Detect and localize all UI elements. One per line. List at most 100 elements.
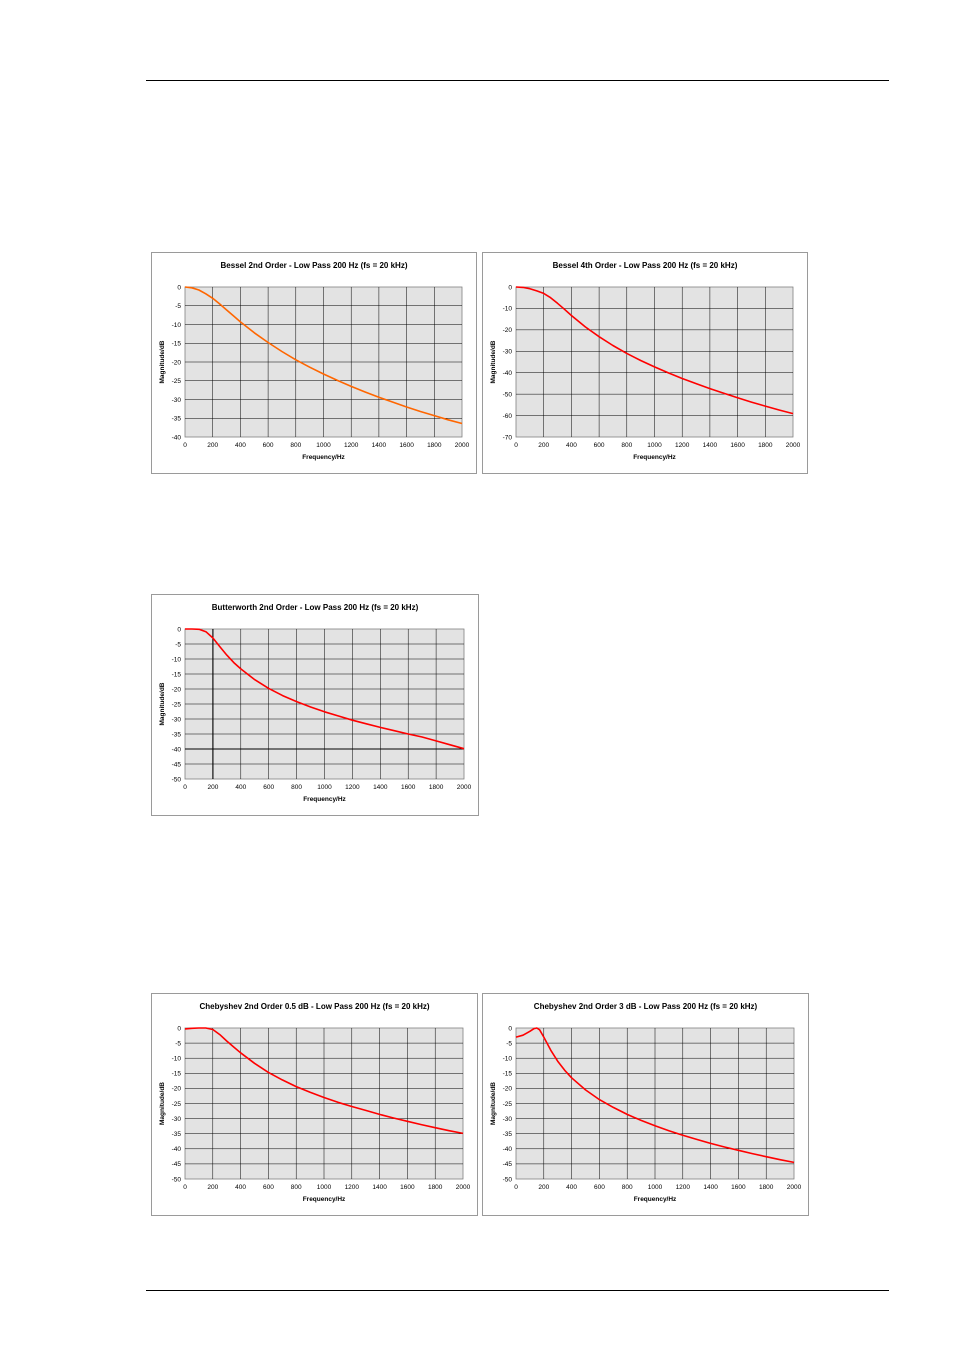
y-tick-label: -30 (503, 349, 513, 356)
y-tick-label: -20 (503, 327, 513, 334)
x-axis-label: Frequency/Hz (303, 1196, 346, 1203)
y-tick-label: -15 (503, 1071, 513, 1078)
y-axis-label: Magnitude/dB (159, 1082, 166, 1125)
y-tick-label: -5 (175, 1040, 181, 1047)
x-tick-label: 0 (514, 1184, 518, 1191)
y-tick-label: -25 (172, 1101, 182, 1108)
y-tick-label: -45 (172, 761, 182, 768)
x-axis-label: Frequency/Hz (634, 1196, 677, 1203)
top-rule (146, 80, 889, 81)
x-tick-label: 200 (207, 1184, 218, 1191)
x-tick-label: 0 (514, 442, 518, 449)
y-tick-label: -15 (172, 671, 182, 678)
x-tick-label: 400 (235, 1184, 246, 1191)
y-tick-label: -30 (503, 1116, 513, 1123)
x-tick-label: 1400 (373, 784, 388, 791)
chart-svg: Chebyshev 2nd Order 3 dB - Low Pass 200 … (490, 1002, 802, 1203)
chart-bessel-4th-order: Bessel 4th Order - Low Pass 200 Hz (fs =… (482, 252, 808, 474)
y-tick-label: -50 (503, 1176, 513, 1183)
y-tick-label: -45 (503, 1161, 513, 1168)
y-tick-label: 0 (177, 284, 181, 291)
y-tick-label: -30 (172, 1116, 182, 1123)
chart-title: Bessel 4th Order - Low Pass 200 Hz (fs =… (553, 261, 738, 270)
chart-svg: Bessel 2nd Order - Low Pass 200 Hz (fs =… (159, 261, 470, 461)
x-tick-label: 200 (207, 784, 218, 791)
chart-title: Chebyshev 2nd Order 3 dB - Low Pass 200 … (534, 1002, 758, 1011)
x-tick-label: 1400 (703, 1184, 718, 1191)
x-tick-label: 800 (291, 784, 302, 791)
y-tick-label: -10 (172, 322, 182, 329)
chart-chebyshev-2nd-order-0-5db: Chebyshev 2nd Order 0.5 dB - Low Pass 20… (151, 993, 478, 1216)
y-tick-label: -20 (172, 1086, 182, 1093)
y-axis-label: Magnitude/dB (159, 682, 166, 725)
x-tick-label: 1600 (401, 784, 416, 791)
chart-svg: Bessel 4th Order - Low Pass 200 Hz (fs =… (490, 261, 801, 461)
y-tick-label: -30 (172, 397, 182, 404)
series-line (184, 286, 463, 425)
y-tick-label: -15 (172, 1071, 182, 1078)
x-tick-label: 1400 (703, 442, 718, 449)
x-tick-label: 1000 (647, 442, 662, 449)
y-tick-label: -45 (172, 1161, 182, 1168)
y-axis-label: Magnitude/dB (159, 340, 166, 383)
x-tick-label: 1600 (730, 442, 745, 449)
chart-chebyshev-2nd-order-3db: Chebyshev 2nd Order 3 dB - Low Pass 200 … (482, 993, 809, 1216)
series-line (515, 286, 794, 415)
x-axis-label: Frequency/Hz (633, 454, 676, 461)
x-tick-label: 800 (622, 1184, 633, 1191)
x-tick-label: 2000 (786, 442, 801, 449)
chart-title: Bessel 2nd Order - Low Pass 200 Hz (fs =… (221, 261, 408, 270)
x-tick-label: 1000 (317, 784, 332, 791)
x-tick-label: 800 (290, 442, 301, 449)
x-tick-label: 1600 (731, 1184, 746, 1191)
x-tick-label: 2000 (456, 1184, 471, 1191)
y-tick-label: -5 (175, 641, 181, 648)
y-tick-label: -50 (172, 776, 182, 783)
x-tick-label: 200 (538, 1184, 549, 1191)
chart-butterworth-2nd-order: Butterworth 2nd Order - Low Pass 200 Hz … (151, 594, 479, 816)
x-tick-label: 600 (263, 442, 274, 449)
x-tick-label: 800 (621, 442, 632, 449)
y-tick-label: -10 (172, 1056, 182, 1063)
y-tick-label: -40 (503, 370, 513, 377)
y-axis-label: Magnitude/dB (490, 1082, 497, 1125)
y-tick-label: -15 (172, 341, 182, 348)
y-tick-label: -35 (172, 1131, 182, 1138)
x-tick-label: 400 (566, 442, 577, 449)
y-tick-label: -10 (172, 656, 182, 663)
y-tick-label: 0 (508, 1025, 512, 1032)
x-tick-label: 600 (263, 784, 274, 791)
x-tick-label: 600 (594, 1184, 605, 1191)
x-tick-label: 0 (183, 1184, 187, 1191)
x-tick-label: 0 (183, 784, 187, 791)
x-tick-label: 1000 (317, 1184, 332, 1191)
y-tick-label: -5 (506, 1040, 512, 1047)
x-tick-label: 1800 (758, 442, 773, 449)
y-tick-label: -50 (503, 391, 513, 398)
series-line (184, 1027, 464, 1135)
x-tick-label: 1400 (372, 442, 387, 449)
y-tick-label: -10 (503, 306, 513, 313)
x-tick-label: 400 (235, 442, 246, 449)
x-tick-label: 800 (291, 1184, 302, 1191)
y-tick-label: -20 (172, 359, 182, 366)
y-tick-label: 0 (177, 626, 181, 633)
x-tick-label: 1000 (316, 442, 331, 449)
chart-svg: Chebyshev 2nd Order 0.5 dB - Low Pass 20… (159, 1002, 471, 1203)
x-tick-label: 2000 (787, 1184, 802, 1191)
y-tick-label: -20 (172, 686, 182, 693)
x-tick-label: 1800 (759, 1184, 774, 1191)
y-tick-label: -10 (503, 1056, 513, 1063)
x-axis-label: Frequency/Hz (302, 454, 345, 461)
x-tick-label: 1800 (429, 784, 444, 791)
y-tick-label: -60 (503, 413, 513, 420)
x-tick-label: 200 (207, 442, 218, 449)
x-tick-label: 1200 (345, 1184, 360, 1191)
x-tick-label: 0 (183, 442, 187, 449)
x-tick-label: 200 (538, 442, 549, 449)
chart-title: Chebyshev 2nd Order 0.5 dB - Low Pass 20… (199, 1002, 429, 1011)
chart-title: Butterworth 2nd Order - Low Pass 200 Hz … (212, 603, 419, 612)
y-tick-label: -35 (503, 1131, 513, 1138)
x-tick-label: 2000 (455, 442, 470, 449)
y-tick-label: 0 (508, 284, 512, 291)
